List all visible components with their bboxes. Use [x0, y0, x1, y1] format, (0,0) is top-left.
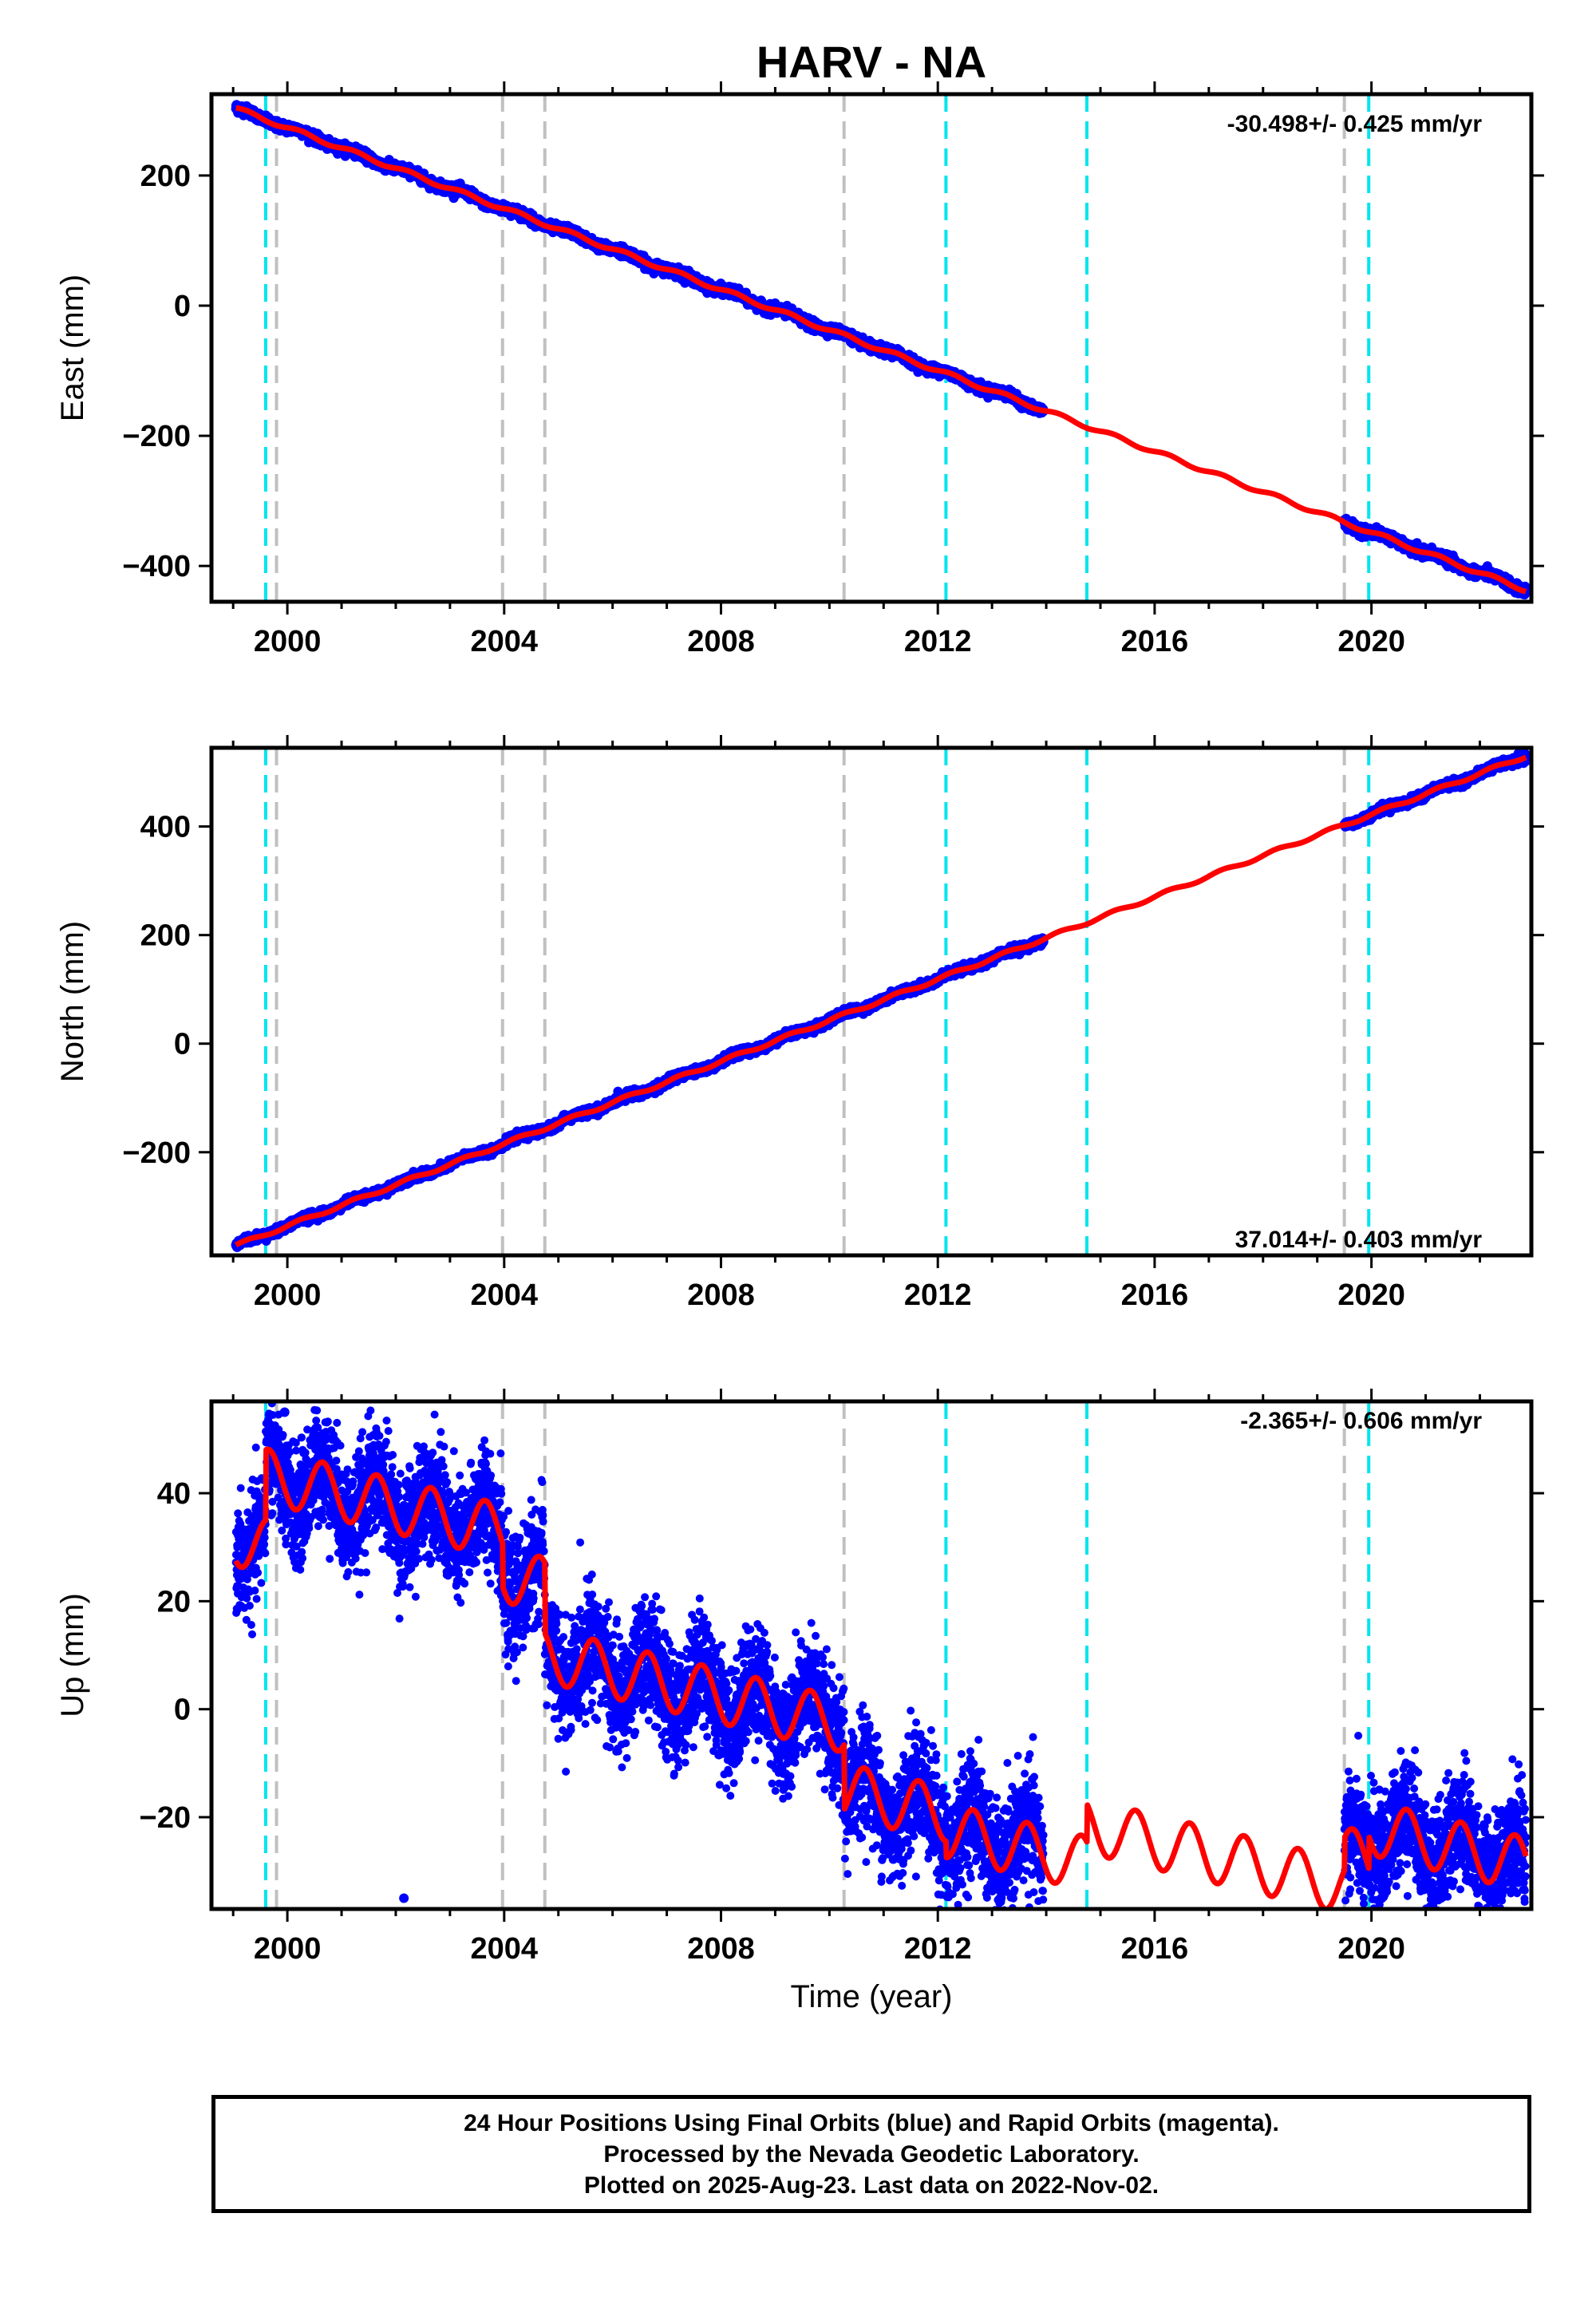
plot-area — [231, 94, 1531, 602]
x-tick-label-2012: 2012 — [904, 625, 972, 658]
x-tick-label-2016: 2016 — [1121, 625, 1189, 658]
y-tick-label-200: 200 — [140, 160, 191, 193]
east-panel: 2000 2004 2008 2012 2016 2020 −400 −200 0 200 East… — [55, 81, 1544, 658]
y-tick-label--400: −400 — [122, 550, 191, 583]
x-tick-label-2008: 2008 — [687, 625, 755, 658]
north-panel: 2000 2004 2008 2012 2016 2020−2000200400North… — [55, 735, 1544, 1312]
y-axis-title: East (mm) — [55, 275, 90, 421]
x-tick-label-2000: 2000 — [254, 625, 322, 658]
y-tick-label--200: −200 — [122, 420, 191, 453]
velocity-label: -30.498+/- 0.425 mm/yr — [1227, 111, 1483, 137]
x-tick-label-2004: 2004 — [471, 625, 539, 658]
model-fit-line — [233, 105, 1528, 595]
chart-title: HARV - NA — [757, 37, 986, 87]
plot-area — [231, 748, 1531, 1255]
x-tick-label-2020: 2020 — [1337, 625, 1405, 658]
y-tick-label-0: 0 — [174, 290, 191, 323]
